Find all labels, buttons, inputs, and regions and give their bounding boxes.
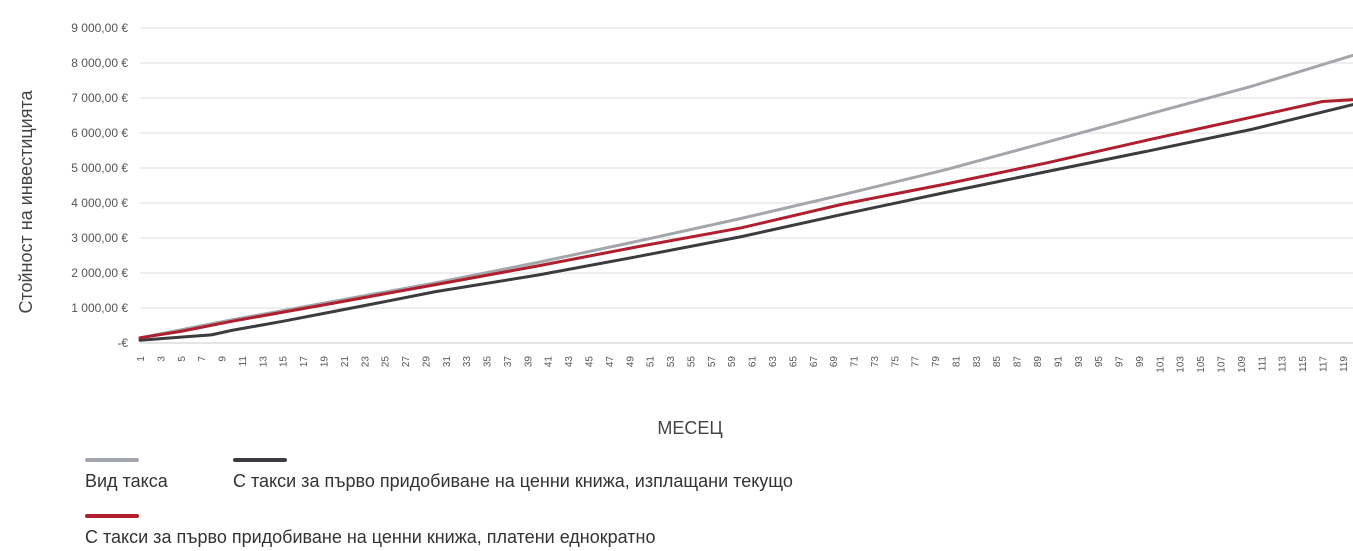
- x-tick-label: 109: [1237, 356, 1248, 373]
- x-tick-label: 115: [1298, 356, 1309, 372]
- x-tick-label: 43: [564, 356, 575, 368]
- x-tick-label: 99: [1135, 356, 1146, 368]
- x-tick-label: 75: [890, 356, 901, 368]
- x-tick-label: 117: [1318, 356, 1329, 372]
- x-tick-label: 105: [1196, 356, 1207, 373]
- x-tick-label: 45: [585, 356, 596, 368]
- series-line-dark: [138, 103, 1353, 342]
- x-tick-label: 53: [666, 356, 677, 368]
- x-tick-label: 1: [136, 356, 147, 362]
- grid-lines: [140, 27, 1353, 344]
- x-tick-label: 41: [544, 356, 555, 368]
- legend-swatch-dark: [233, 458, 287, 462]
- y-axis-title: Стойност на инвестицията: [16, 89, 36, 313]
- x-tick-label: 31: [442, 356, 453, 368]
- y-axis-ticks: -€ 1 000,00 € 2 000,00 € 3 000,00 € 4 000,00…: [71, 21, 128, 350]
- x-tick-label: 25: [381, 356, 392, 368]
- x-tick-label: 85: [992, 356, 1003, 368]
- y-tick-label: 2 000,00 €: [71, 266, 128, 280]
- x-tick-label: 21: [340, 356, 351, 368]
- x-tick-label: 19: [319, 356, 330, 368]
- y-tick-label: 6 000,00 €: [71, 126, 128, 140]
- legend-swatch-gray: [85, 458, 139, 462]
- legend-item-current-fees: С такси за първо придобиване на ценни кн…: [233, 458, 793, 492]
- x-tick-label: 3: [156, 356, 167, 362]
- x-tick-label: 13: [258, 356, 269, 368]
- x-tick-label: 113: [1278, 356, 1289, 372]
- x-tick-label: 61: [748, 356, 759, 368]
- x-tick-label: 77: [911, 356, 922, 368]
- x-tick-label: 17: [299, 356, 310, 368]
- x-tick-label: 49: [625, 356, 636, 368]
- line-chart: -€ 1 000,00 € 2 000,00 € 3 000,00 € 4 000,00…: [16, 21, 1353, 438]
- x-tick-label: 51: [646, 356, 657, 368]
- x-tick-label: 111: [1257, 356, 1268, 372]
- x-tick-label: 55: [686, 356, 697, 368]
- x-tick-label: 95: [1094, 356, 1105, 368]
- x-tick-label: 7: [197, 356, 208, 362]
- legend-label-heading: Вид такса: [85, 471, 168, 491]
- x-tick-label: 59: [727, 356, 738, 368]
- x-tick-label: 11: [238, 356, 249, 367]
- x-tick-label: 69: [829, 356, 840, 368]
- x-tick-label: 47: [605, 356, 616, 368]
- x-tick-label: 15: [279, 356, 290, 368]
- y-tick-label: 3 000,00 €: [71, 231, 128, 245]
- x-tick-label: 63: [768, 356, 779, 368]
- x-tick-label: 71: [850, 356, 861, 368]
- x-tick-label: 89: [1033, 356, 1044, 368]
- legend-item-onetime-fees: С такси за първо придобиване на ценни кн…: [85, 514, 655, 548]
- x-tick-label: 73: [870, 356, 881, 368]
- legend-label-current-fees: С такси за първо придобиване на ценни кн…: [233, 471, 793, 491]
- x-tick-label: 87: [1013, 356, 1024, 368]
- y-tick-label: 5 000,00 €: [71, 161, 128, 175]
- x-tick-label: 103: [1176, 356, 1187, 373]
- y-tick-label: 8 000,00 €: [71, 56, 128, 70]
- y-tick-label: -€: [117, 336, 128, 350]
- x-tick-label: 9: [218, 356, 229, 362]
- x-tick-label: 57: [707, 356, 718, 368]
- series-line-gray: [138, 53, 1353, 340]
- y-tick-label: 4 000,00 €: [71, 196, 128, 210]
- legend-swatch-red: [85, 514, 139, 518]
- x-tick-label: 23: [360, 356, 371, 368]
- x-tick-label: 101: [1155, 356, 1166, 373]
- x-tick-label: 39: [523, 356, 534, 368]
- x-axis-ticks: 1 3 5 7 9 11 13 15 17 19 21 23 25 27 29 31 33 35 37 39 41 43 4…: [136, 356, 1350, 373]
- x-tick-label: 37: [503, 356, 514, 368]
- series-lines: [138, 53, 1353, 342]
- x-tick-label: 27: [401, 356, 412, 368]
- x-tick-label: 29: [421, 356, 432, 368]
- x-tick-label: 67: [809, 356, 820, 368]
- legend-item-heading: Вид такса: [85, 458, 168, 492]
- x-tick-label: 119: [1339, 356, 1350, 372]
- x-tick-label: 33: [462, 356, 473, 368]
- x-tick-label: 65: [788, 356, 799, 368]
- x-tick-label: 81: [951, 356, 962, 368]
- legend-label-onetime-fees: С такси за първо придобиване на ценни кн…: [85, 527, 656, 547]
- y-tick-label: 9 000,00 €: [71, 21, 128, 35]
- x-tick-label: 83: [972, 356, 983, 368]
- y-tick-label: 1 000,00 €: [71, 301, 128, 315]
- x-tick-label: 5: [177, 356, 188, 362]
- x-tick-label: 91: [1053, 356, 1064, 368]
- x-tick-label: 107: [1216, 356, 1227, 373]
- x-tick-label: 93: [1074, 356, 1085, 368]
- x-tick-label: 97: [1115, 356, 1126, 368]
- y-tick-label: 7 000,00 €: [71, 91, 128, 105]
- x-axis-title: МЕСЕЦ: [657, 418, 722, 438]
- x-tick-label: 35: [483, 356, 494, 368]
- series-line-red: [138, 98, 1353, 340]
- x-tick-label: 79: [931, 356, 942, 368]
